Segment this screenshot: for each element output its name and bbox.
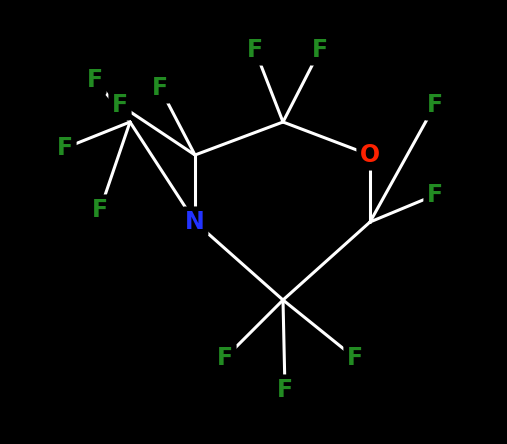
Text: F: F bbox=[92, 198, 108, 222]
Text: N: N bbox=[185, 210, 205, 234]
Text: F: F bbox=[112, 93, 128, 117]
Text: F: F bbox=[277, 378, 293, 402]
Text: F: F bbox=[312, 38, 328, 62]
Text: F: F bbox=[152, 76, 168, 100]
Text: F: F bbox=[427, 183, 443, 207]
Text: F: F bbox=[347, 346, 363, 370]
Text: F: F bbox=[87, 68, 103, 92]
Text: F: F bbox=[247, 38, 263, 62]
Text: F: F bbox=[217, 346, 233, 370]
Text: O: O bbox=[360, 143, 380, 167]
Text: F: F bbox=[57, 136, 73, 160]
Text: F: F bbox=[427, 93, 443, 117]
